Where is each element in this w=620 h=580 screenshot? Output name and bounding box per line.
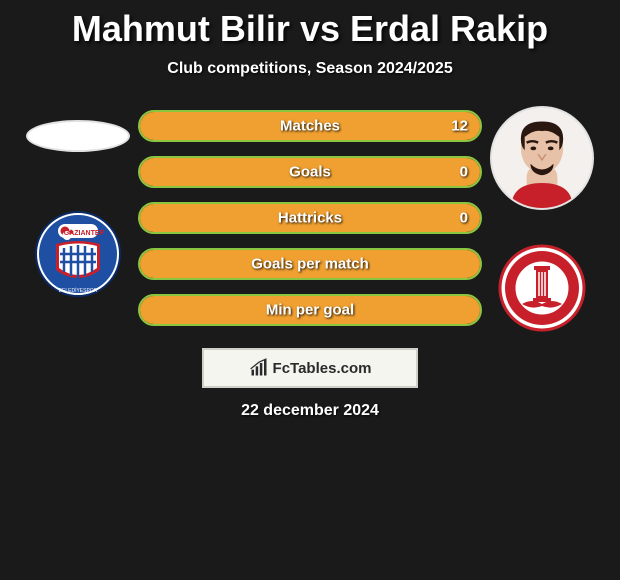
svg-text:BELEDİYESPOR: BELEDİYESPOR bbox=[59, 287, 98, 294]
title-player1: Mahmut Bilir bbox=[72, 8, 290, 49]
stat-bar-label: Goals per match bbox=[251, 256, 369, 273]
stat-bar: Goals per match bbox=[138, 248, 482, 280]
antalyaspor-badge-icon: 1966 bbox=[498, 244, 586, 332]
page-title: Mahmut Bilir vs Erdal Rakip bbox=[0, 8, 620, 50]
stat-bar: Matches 12 bbox=[138, 110, 482, 142]
subtitle: Club competitions, Season 2024/2025 bbox=[0, 60, 620, 78]
stat-value-p2: 0 bbox=[460, 164, 468, 181]
svg-text:GAZIANTEP: GAZIANTEP bbox=[64, 230, 105, 237]
stat-bars: Matches 12 Goals 0 Hattricks 0 Goals per match… bbox=[138, 106, 482, 326]
svg-text:1966: 1966 bbox=[536, 307, 547, 313]
player2-club-badge: 1966 bbox=[498, 244, 586, 332]
player1-club-badge: GAZIANTEP BELEDİYESPOR bbox=[34, 210, 122, 298]
player2-avatar bbox=[490, 106, 594, 210]
title-vs: vs bbox=[300, 8, 340, 49]
brand-footer: FcTables.com bbox=[202, 348, 418, 388]
stat-bar-label: Min per goal bbox=[266, 302, 354, 319]
stat-bar: Min per goal bbox=[138, 294, 482, 326]
brand-text: FcTables.com bbox=[273, 360, 372, 377]
comparison-card: Mahmut Bilir vs Erdal Rakip Club competi… bbox=[0, 0, 620, 420]
stat-bar-label: Hattricks bbox=[278, 210, 342, 227]
chart-icon bbox=[249, 358, 269, 378]
date-line: 22 december 2024 bbox=[0, 402, 620, 420]
player1-avatar bbox=[26, 120, 130, 152]
stat-value-p2: 12 bbox=[451, 118, 468, 135]
main-row: GAZIANTEP BELEDİYESPOR bbox=[0, 106, 620, 332]
gaziantep-badge-icon: GAZIANTEP BELEDİYESPOR bbox=[34, 210, 122, 298]
stat-value-p2: 0 bbox=[460, 210, 468, 227]
stat-bar: Hattricks 0 bbox=[138, 202, 482, 234]
player1-column: GAZIANTEP BELEDİYESPOR bbox=[18, 106, 138, 298]
stat-bar: Goals 0 bbox=[138, 156, 482, 188]
stat-bar-label: Matches bbox=[280, 118, 340, 135]
title-player2: Erdal Rakip bbox=[350, 8, 548, 49]
player2-column: 1966 bbox=[482, 106, 602, 332]
stat-bar-label: Goals bbox=[289, 164, 331, 181]
